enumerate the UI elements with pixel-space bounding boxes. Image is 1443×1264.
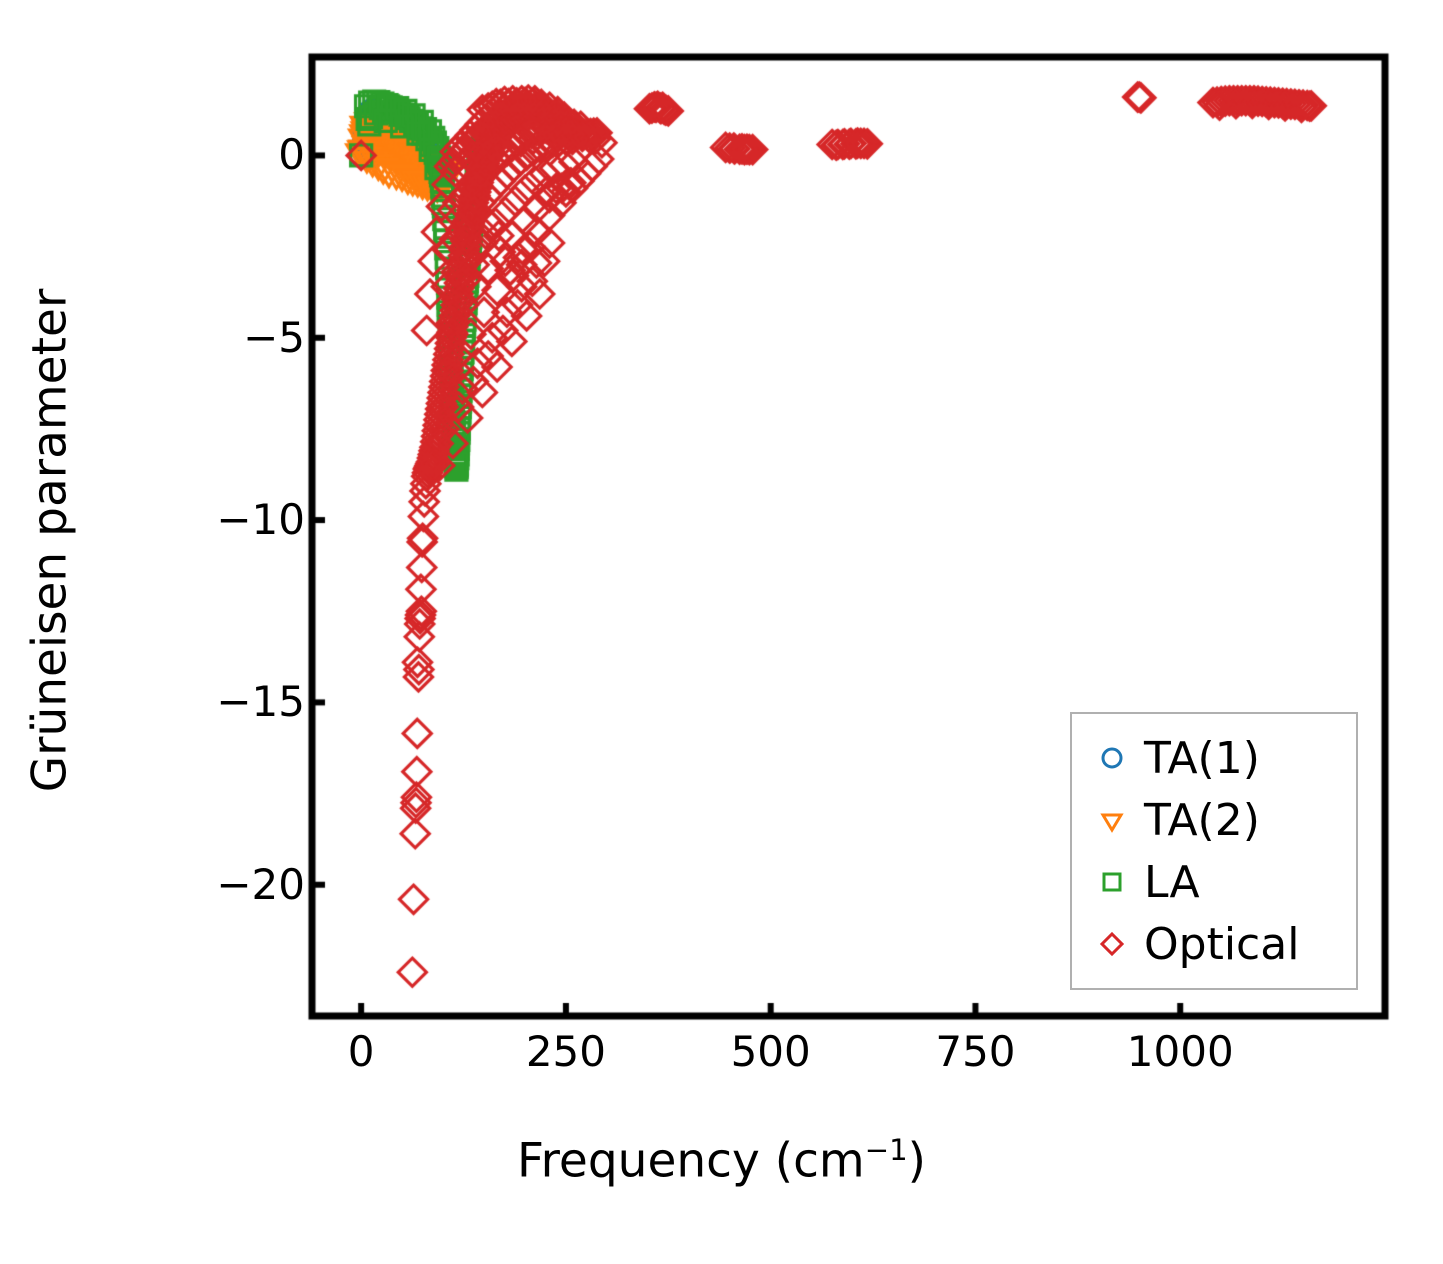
legend-item-la[interactable]: LA [1090,851,1356,913]
y-tick-label: −10 [216,495,305,545]
x-tick-label: 500 [730,1027,811,1076]
legend-label-ta2: TA(2) [1144,794,1260,846]
y-tick-label: −15 [216,677,305,727]
legend-item-optical[interactable]: Optical [1090,913,1356,975]
legend-label-optical: Optical [1144,918,1300,970]
x-axis-label: Frequency (cm−1) [517,1133,926,1189]
y-tick-label: −5 [243,312,305,362]
x-tick-label: 0 [347,1027,375,1076]
legend-label-la: LA [1144,856,1200,908]
x-tick-label: 1000 [1126,1027,1234,1076]
legend-item-ta2[interactable]: TA(2) [1090,789,1356,851]
y-tick-label: 0 [278,130,305,180]
y-axis-label: Grüneisen parameter [22,288,78,792]
x-tick-label: 750 [935,1027,1016,1076]
legend-label-ta1: TA(1) [1144,732,1260,784]
y-tick-label: −20 [216,859,305,909]
legend-box: TA(1) TA(2) LA Optical [1070,712,1358,990]
square-marker-icon [1090,867,1134,897]
legend-item-ta1[interactable]: TA(1) [1090,727,1356,789]
circle-marker-icon [1090,743,1134,773]
x-tick-label: 250 [525,1027,606,1076]
triangle-down-marker-icon [1090,805,1134,835]
diamond-marker-icon [1090,929,1134,959]
y-axis-label-container: Grüneisen parameter [0,0,100,1080]
